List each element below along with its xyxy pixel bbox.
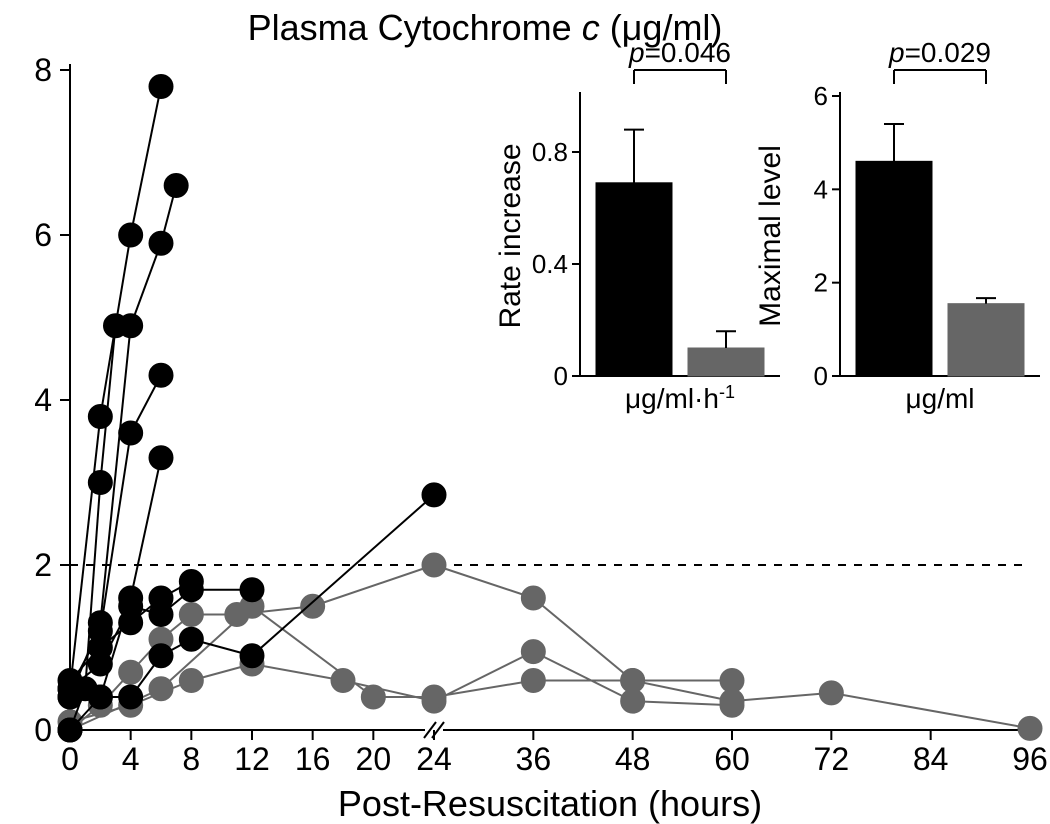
inset-bar xyxy=(948,304,1024,376)
inset-bar-chart: 0 2 4 6 Maximal level p=0.029 μg/ml xyxy=(754,37,1040,414)
svg-text:0: 0 xyxy=(554,361,568,391)
data-point xyxy=(819,681,843,705)
data-point xyxy=(149,677,173,701)
x-tick-label: 72 xyxy=(814,741,850,777)
data-point xyxy=(240,644,264,668)
y-tick-label: 8 xyxy=(34,52,52,88)
data-point xyxy=(119,314,143,338)
data-point xyxy=(58,685,82,709)
data-point xyxy=(58,718,82,742)
data-point xyxy=(149,363,173,387)
p-value-label: p=0.029 xyxy=(888,37,991,68)
svg-text:0.8: 0.8 xyxy=(532,137,568,167)
data-point xyxy=(1018,716,1042,740)
data-point xyxy=(301,594,325,618)
svg-text:0: 0 xyxy=(814,361,828,391)
y-tick-label: 4 xyxy=(34,382,52,418)
inset-x-label: μg/ml xyxy=(905,383,974,414)
inset-x-label: μg/ml·h-1 xyxy=(625,382,735,414)
data-point xyxy=(179,669,203,693)
data-point xyxy=(149,231,173,255)
y-tick-label: 0 xyxy=(34,712,52,748)
inset-y-label: Maximal level xyxy=(754,145,787,327)
x-tick-label: 36 xyxy=(516,741,552,777)
x-tick-label: 16 xyxy=(295,741,331,777)
inset-bar xyxy=(688,348,764,376)
data-point xyxy=(149,603,173,627)
x-axis-label: Post-Resuscitation (hours) xyxy=(338,783,762,824)
data-point xyxy=(240,578,264,602)
x-tick-label: 8 xyxy=(182,741,200,777)
data-point xyxy=(422,483,446,507)
inset-bar-chart: 0 0.4 0.8Rate increase p=0.046 μg/ml·h-1 xyxy=(494,37,780,414)
svg-text:4: 4 xyxy=(814,174,828,204)
data-point xyxy=(361,685,385,709)
svg-text:2: 2 xyxy=(814,268,828,298)
data-point xyxy=(119,660,143,684)
data-point xyxy=(149,446,173,470)
data-point xyxy=(88,405,112,429)
data-point xyxy=(422,685,446,709)
data-point xyxy=(521,586,545,610)
x-tick-label: 20 xyxy=(356,741,392,777)
data-point xyxy=(621,669,645,693)
data-point xyxy=(179,578,203,602)
x-tick-label: 96 xyxy=(1012,741,1048,777)
data-point xyxy=(88,652,112,676)
data-point xyxy=(521,669,545,693)
data-point xyxy=(119,421,143,445)
data-point xyxy=(521,640,545,664)
x-tick-label: 0 xyxy=(61,741,79,777)
inset-bar xyxy=(596,183,672,376)
y-tick-label: 6 xyxy=(34,217,52,253)
data-point xyxy=(88,685,112,709)
data-point xyxy=(164,174,188,198)
figure-root: Plasma Cytochrome c (μg/ml)0246804812162… xyxy=(0,0,1050,824)
y-tick-label: 2 xyxy=(34,547,52,583)
data-point xyxy=(149,644,173,668)
svg-text:0.4: 0.4 xyxy=(532,249,568,279)
data-point xyxy=(119,223,143,247)
data-point xyxy=(179,603,203,627)
inset-y-label: Rate increase xyxy=(494,143,527,328)
svg-text:6: 6 xyxy=(814,81,828,111)
data-point xyxy=(119,685,143,709)
x-tick-label: 12 xyxy=(234,741,270,777)
data-point xyxy=(720,689,744,713)
figure-svg: Plasma Cytochrome c (μg/ml)0246804812162… xyxy=(0,0,1050,824)
x-tick-label: 48 xyxy=(615,741,651,777)
x-tick-label: 84 xyxy=(913,741,949,777)
data-point xyxy=(149,75,173,99)
x-tick-label: 24 xyxy=(416,741,452,777)
x-tick-label: 60 xyxy=(714,741,750,777)
x-tick-label: 4 xyxy=(122,741,140,777)
inset-bar xyxy=(856,161,932,376)
data-point xyxy=(422,553,446,577)
data-point xyxy=(119,594,143,618)
p-value-label: p=0.046 xyxy=(628,37,731,68)
data-point xyxy=(179,627,203,651)
